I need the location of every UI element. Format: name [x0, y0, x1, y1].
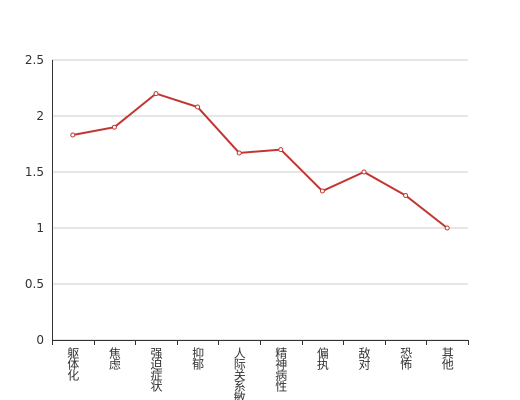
point [361, 169, 367, 175]
x-tick-label: 其他 [440, 347, 454, 370]
x-tick-label: 强迫症状 [149, 347, 163, 392]
point [319, 188, 325, 194]
x-tick-label: 敌对 [357, 346, 371, 370]
point [403, 193, 409, 199]
x-tick-label: 躯体化 [66, 346, 80, 382]
point [278, 147, 284, 153]
y-tick-label: 2 [36, 109, 44, 123]
x-tick-label: 焦虑 [107, 347, 121, 370]
y-tick-label: 0 [36, 333, 44, 347]
x-tick-label: 精神病性 [274, 347, 288, 393]
x-tick-label: 人际关系敏感 [232, 347, 246, 400]
point [236, 150, 242, 156]
point [195, 104, 201, 110]
y-tick-label: 1 [36, 221, 44, 235]
y-tick-label: 2.5 [25, 53, 44, 67]
point [444, 225, 450, 231]
x-tick-label: 偏执 [315, 346, 329, 371]
y-tick-label: 1.5 [25, 165, 44, 179]
x-tick-label: 抑郁 [191, 346, 205, 371]
point [70, 132, 76, 138]
point [111, 124, 117, 130]
point [153, 91, 159, 97]
y-tick-label: 0.5 [25, 277, 44, 291]
line [72, 92, 448, 229]
x-tick-label: 恐怖 [399, 347, 413, 370]
